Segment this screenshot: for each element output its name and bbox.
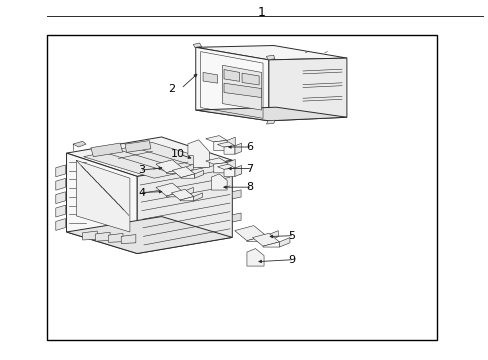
Polygon shape [66, 137, 232, 176]
Text: 5: 5 [288, 231, 295, 240]
Polygon shape [217, 164, 235, 169]
Polygon shape [156, 183, 183, 196]
Polygon shape [76, 160, 130, 232]
Polygon shape [246, 236, 265, 242]
Polygon shape [181, 174, 194, 178]
Polygon shape [171, 189, 193, 200]
Polygon shape [217, 142, 235, 147]
Polygon shape [246, 249, 264, 266]
Polygon shape [180, 197, 193, 201]
Polygon shape [213, 163, 227, 173]
Polygon shape [183, 188, 193, 197]
Polygon shape [205, 158, 227, 164]
Text: 9: 9 [288, 255, 295, 265]
Polygon shape [56, 192, 65, 204]
Polygon shape [56, 165, 65, 177]
Text: 4: 4 [138, 188, 145, 198]
Polygon shape [166, 192, 183, 197]
Polygon shape [56, 219, 65, 230]
Polygon shape [108, 233, 123, 242]
Polygon shape [266, 120, 275, 124]
Polygon shape [121, 235, 136, 243]
Polygon shape [265, 231, 278, 242]
Polygon shape [263, 242, 279, 247]
Polygon shape [137, 160, 232, 253]
Polygon shape [47, 35, 436, 339]
Polygon shape [195, 107, 346, 121]
Polygon shape [234, 226, 265, 241]
Polygon shape [268, 58, 346, 121]
Polygon shape [166, 168, 183, 174]
Polygon shape [73, 141, 86, 147]
Polygon shape [66, 153, 137, 253]
Polygon shape [227, 137, 235, 150]
Text: 10: 10 [171, 149, 184, 159]
Polygon shape [224, 168, 235, 176]
Polygon shape [252, 233, 279, 246]
Polygon shape [172, 167, 194, 177]
Polygon shape [227, 159, 235, 173]
Polygon shape [195, 47, 268, 121]
Polygon shape [195, 45, 346, 60]
Text: 1: 1 [257, 6, 265, 19]
Polygon shape [224, 83, 261, 98]
Polygon shape [222, 65, 261, 110]
Polygon shape [66, 217, 232, 253]
Polygon shape [83, 142, 222, 178]
Polygon shape [205, 136, 227, 142]
Text: 7: 7 [246, 163, 253, 174]
Text: 2: 2 [167, 84, 174, 94]
Polygon shape [213, 140, 227, 150]
Polygon shape [56, 178, 65, 190]
Polygon shape [56, 205, 65, 217]
Polygon shape [232, 167, 241, 176]
Polygon shape [224, 69, 239, 81]
Polygon shape [242, 73, 259, 85]
Polygon shape [95, 232, 110, 241]
Polygon shape [91, 143, 122, 157]
Polygon shape [266, 55, 274, 60]
Polygon shape [82, 231, 97, 240]
Text: 6: 6 [246, 142, 253, 152]
Polygon shape [232, 190, 241, 199]
Polygon shape [183, 164, 193, 174]
Polygon shape [125, 140, 151, 152]
Polygon shape [279, 238, 289, 247]
Text: 3: 3 [138, 165, 145, 175]
Polygon shape [187, 140, 209, 167]
Polygon shape [193, 43, 201, 47]
Polygon shape [211, 174, 227, 190]
Polygon shape [224, 146, 235, 154]
Polygon shape [194, 170, 203, 178]
Polygon shape [156, 160, 183, 173]
Polygon shape [193, 193, 202, 201]
Text: 8: 8 [246, 182, 253, 192]
Polygon shape [235, 166, 241, 176]
Polygon shape [235, 143, 241, 154]
Polygon shape [203, 72, 217, 83]
Polygon shape [232, 213, 241, 222]
